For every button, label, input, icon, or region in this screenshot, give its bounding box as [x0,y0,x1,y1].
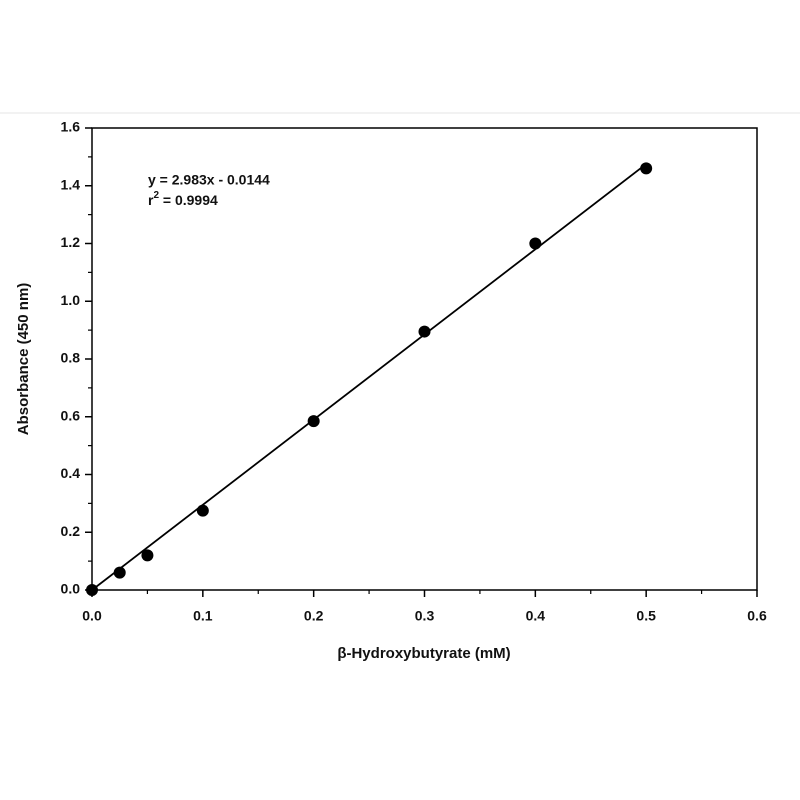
y-tick-label: 0.2 [61,523,81,539]
y-tick-label: 1.4 [61,176,81,192]
r-rest: = 0.9994 [159,192,218,208]
data-point [418,325,431,338]
data-point [196,504,209,517]
equation: y = 2.983x - 0.0144 [148,172,270,188]
data-point [307,415,320,428]
y-tick-label: 1.0 [61,292,81,308]
x-tick-label: 0.3 [415,608,435,624]
y-tick-label: 0.4 [61,465,81,481]
y-tick-label: 1.2 [61,234,81,250]
x-axis-title: β-Hydroxybutyrate (mM) [337,645,510,662]
r-squared: r2 = 0.9994 [148,190,218,208]
x-tick-label: 0.2 [304,608,324,624]
fit-line [91,163,647,591]
y-axis-title: Absorbance (450 nm) [15,283,32,436]
x-tick-label: 0.0 [82,608,102,624]
y-tick-label: 0.6 [61,407,81,423]
data-point [86,584,98,596]
r-sup: 2 [153,190,159,201]
data-point [640,162,653,175]
data-point [113,566,126,579]
data-point [529,237,542,250]
x-tick-label: 0.6 [747,608,767,624]
x-tick-label: 0.5 [636,608,656,624]
y-tick-label: 0.8 [61,350,81,366]
y-tick-label: 1.6 [61,119,81,135]
x-tick-label: 0.4 [526,608,546,624]
r-base: r [148,192,154,208]
y-tick-label: 0.0 [61,581,81,597]
data-point [141,549,154,562]
x-tick-label: 0.1 [193,608,213,624]
